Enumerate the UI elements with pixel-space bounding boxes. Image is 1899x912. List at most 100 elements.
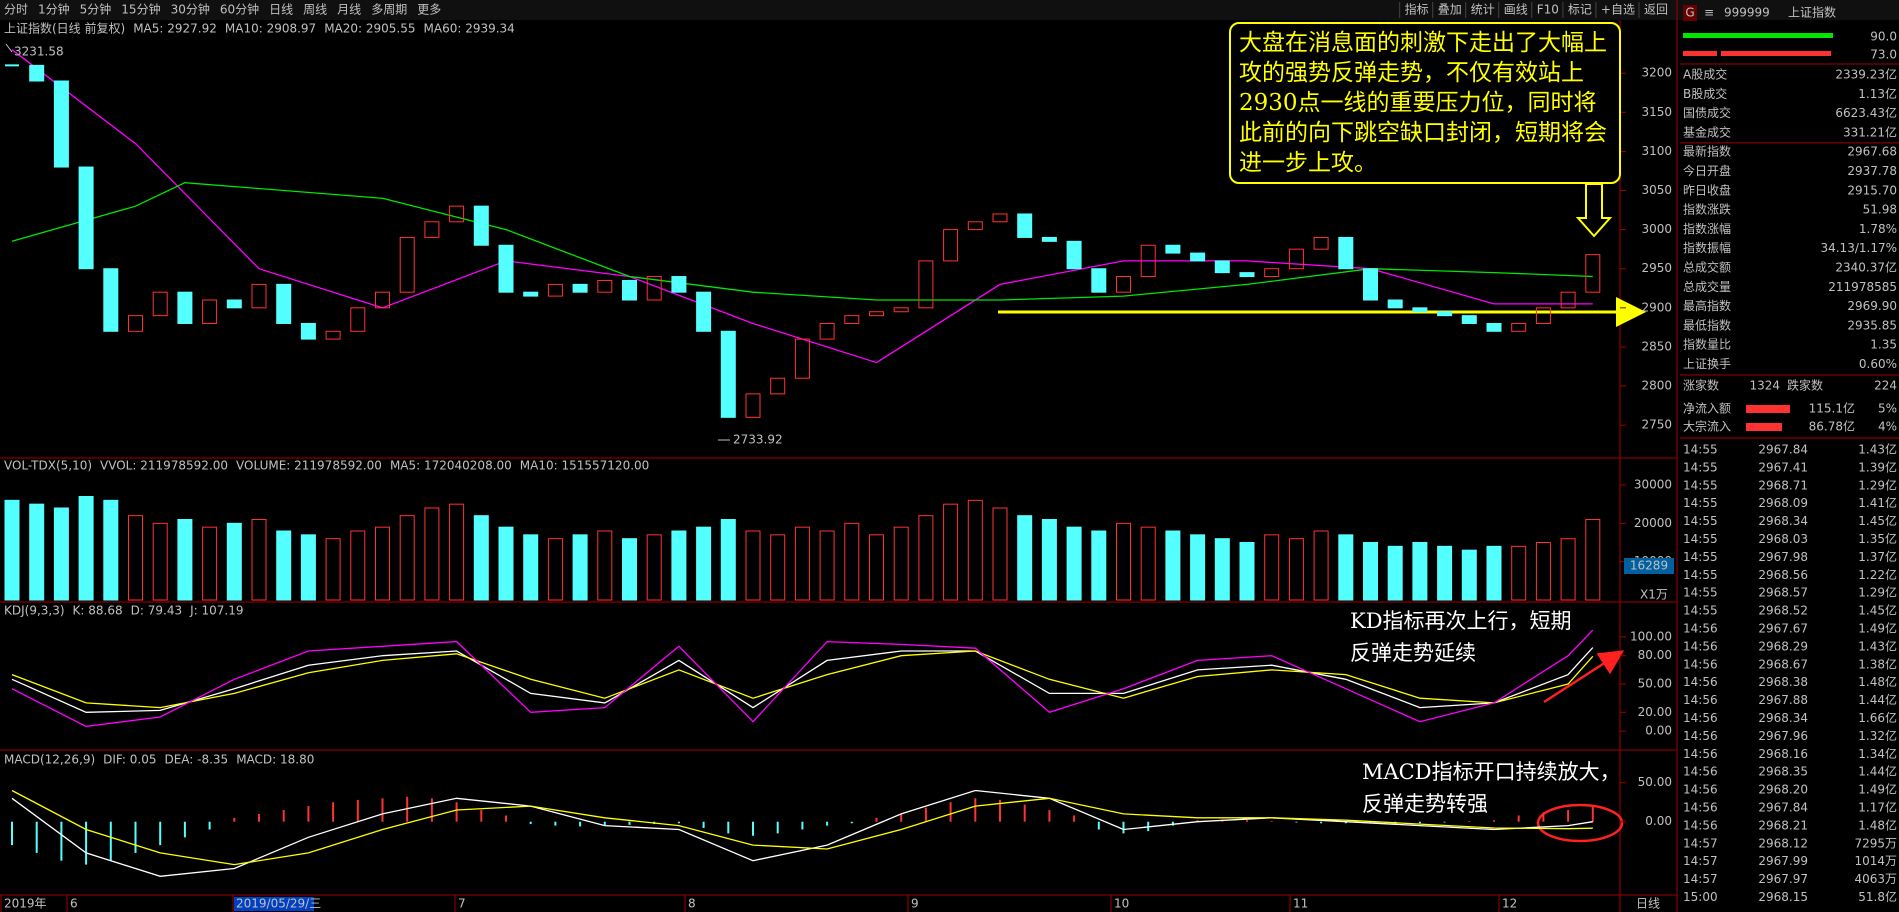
volume-bar xyxy=(1066,526,1082,601)
tick-time: 15:00 xyxy=(1683,890,1718,904)
stat-value: 1.35 xyxy=(1870,338,1897,352)
volume-bar xyxy=(350,530,366,601)
macd-line xyxy=(11,789,1593,877)
period-tab[interactable]: 分时 xyxy=(4,3,28,17)
candle xyxy=(251,283,267,309)
axis-label: 80.00 xyxy=(1638,648,1672,662)
volume-bar xyxy=(103,499,119,601)
candle xyxy=(53,80,69,168)
period-tab[interactable]: 60分钟 xyxy=(220,2,259,17)
candle xyxy=(1288,248,1304,270)
stat-value: 2937.78 xyxy=(1847,164,1897,178)
candle xyxy=(498,244,514,293)
candle xyxy=(1190,252,1206,262)
axis-label: 3000 xyxy=(1641,222,1672,236)
tool-button[interactable]: 叠加 xyxy=(1438,3,1462,17)
tool-button[interactable]: 画线 xyxy=(1504,3,1528,17)
flow-label: 净流入额 xyxy=(1683,402,1731,416)
period-tab[interactable]: 日线 xyxy=(269,3,293,17)
tick-volume: 1.44亿 xyxy=(1858,764,1897,779)
candle xyxy=(869,311,884,317)
candle xyxy=(1214,260,1230,274)
tick-price: 2967.97 xyxy=(1758,872,1808,886)
volume-bar xyxy=(498,526,514,601)
tick-volume: 1.43亿 xyxy=(1858,442,1897,457)
tick-time: 14:56 xyxy=(1683,818,1718,832)
tool-button[interactable]: +自选 xyxy=(1601,3,1635,17)
stat-label: 上证换手 xyxy=(1683,357,1731,371)
tool-button[interactable]: F10 xyxy=(1537,3,1559,17)
ratio-bar xyxy=(1683,51,1717,56)
volume-bar xyxy=(1165,530,1181,601)
axis-label: 3150 xyxy=(1641,105,1672,119)
tool-button[interactable]: 标记 xyxy=(1568,3,1592,17)
candle xyxy=(720,330,736,418)
tool-button[interactable]: 返回 xyxy=(1644,3,1668,17)
candle xyxy=(300,322,316,340)
volume-bar xyxy=(745,530,761,601)
tick-price: 2967.88 xyxy=(1758,693,1808,707)
volume-bar xyxy=(671,530,687,601)
tick-price: 2968.15 xyxy=(1758,890,1808,904)
volume-bar xyxy=(1116,522,1131,601)
volume-bar xyxy=(1264,534,1280,601)
ratio-bar xyxy=(1721,51,1831,56)
stat-value: 0.60% xyxy=(1859,357,1897,371)
tick-time: 14:55 xyxy=(1683,568,1718,582)
tick-volume: 1.48亿 xyxy=(1858,817,1897,832)
candle xyxy=(967,221,983,231)
period-tab[interactable]: 更多 xyxy=(417,3,441,17)
tick-time: 14:57 xyxy=(1683,854,1718,868)
candle xyxy=(819,322,835,340)
tick-volume: 1.44亿 xyxy=(1858,692,1897,707)
axis-label: 100.00 xyxy=(1630,629,1672,643)
stat-value: 1.78% xyxy=(1859,222,1897,236)
candle xyxy=(572,283,588,293)
volume-bar xyxy=(1585,519,1601,601)
period-tab[interactable]: 1分钟 xyxy=(38,2,70,17)
volume-bar xyxy=(276,530,292,601)
volume-bar xyxy=(720,519,736,601)
candle xyxy=(918,260,934,309)
tool-button[interactable]: 指标 xyxy=(1405,2,1429,17)
volume-bar xyxy=(646,534,662,601)
tick-time: 14:55 xyxy=(1683,532,1718,546)
tick-price: 2968.52 xyxy=(1758,604,1808,618)
indicator-info: MA20: 2905.55 xyxy=(324,22,415,36)
volume-bar xyxy=(547,538,563,601)
tick-price: 2968.67 xyxy=(1758,657,1808,671)
tick-volume: 1.29亿 xyxy=(1858,585,1897,600)
date-label: 6 xyxy=(70,897,78,911)
candle xyxy=(745,393,761,418)
tick-time: 14:57 xyxy=(1683,836,1718,850)
tool-button[interactable]: 统计 xyxy=(1471,3,1495,17)
stat-label: A股成交 xyxy=(1683,67,1727,82)
flow-value: 86.78亿 xyxy=(1809,419,1855,434)
period-tab[interactable]: 月线 xyxy=(337,3,361,17)
volume-bar xyxy=(128,515,143,601)
tick-price: 2968.29 xyxy=(1758,639,1808,653)
period-tab[interactable]: 15分钟 xyxy=(121,2,160,17)
indicator-info: VOL-TDX(5,10) xyxy=(4,459,92,473)
candle xyxy=(1585,254,1601,293)
period-tab[interactable]: 多周期 xyxy=(371,3,407,17)
menu-icon[interactable]: ≡ xyxy=(1704,6,1714,20)
volume-bar xyxy=(844,522,860,601)
breadth-label: 涨家数 xyxy=(1683,378,1719,393)
period-tab[interactable]: 5分钟 xyxy=(80,2,112,17)
volume-bar xyxy=(152,522,168,601)
tick-volume: 1.22亿 xyxy=(1858,567,1897,582)
volume-bar xyxy=(78,496,94,601)
low-label: 2733.92 xyxy=(733,433,783,447)
tick-volume: 1.48亿 xyxy=(1858,674,1897,689)
candle xyxy=(29,64,45,82)
period-tab[interactable]: 周线 xyxy=(303,3,327,17)
tick-time: 14:55 xyxy=(1683,586,1718,600)
volume-bar xyxy=(1214,538,1230,601)
period-tab[interactable]: 30分钟 xyxy=(171,2,210,17)
volume-bar xyxy=(325,538,341,601)
candle xyxy=(1165,244,1181,254)
tick-time: 14:56 xyxy=(1683,622,1718,636)
volume-bar xyxy=(226,522,242,601)
volume-bar xyxy=(251,519,267,601)
